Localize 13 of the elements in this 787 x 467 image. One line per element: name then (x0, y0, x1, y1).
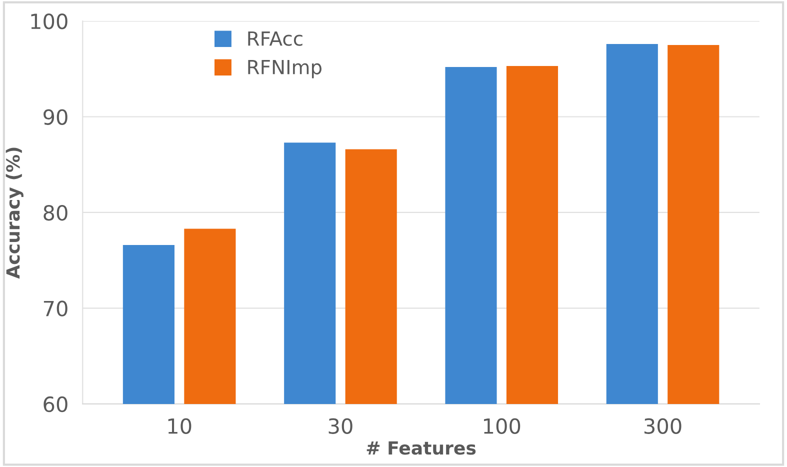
x-tick-label: 300 (644, 418, 682, 434)
y-axis-title: Accuracy (%) (6, 148, 24, 279)
y-tick-label: 90 (44, 109, 68, 125)
legend-label: RFNImp (248, 60, 322, 78)
y-tick-label: 70 (44, 300, 68, 316)
legend-label: RFAcc (248, 31, 302, 46)
x-tick-label: 10 (168, 418, 192, 434)
y-tick-label: 80 (44, 204, 68, 221)
y-tick-label: 100 (31, 13, 68, 30)
x-tick-label: 100 (484, 418, 520, 434)
x-tick-label: 30 (328, 418, 352, 434)
y-tick-label: 60 (44, 396, 68, 412)
x-axis-title: # Features (366, 441, 476, 455)
